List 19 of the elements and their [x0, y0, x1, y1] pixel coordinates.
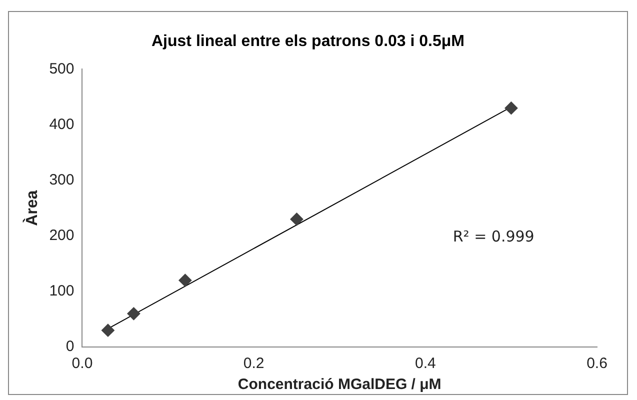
point	[127, 307, 140, 320]
y-tick-label: 500	[49, 60, 74, 78]
x-tick-label: 0.6	[586, 355, 608, 372]
point	[504, 102, 518, 115]
point	[290, 212, 304, 226]
y-tick-label: 300	[49, 171, 74, 188]
y-tick-label: 100	[49, 282, 74, 300]
point	[101, 324, 114, 337]
annotation: R² = 0.999	[452, 227, 534, 246]
x-axis-title: Concentració MGalDEG / μM	[238, 376, 442, 394]
y-tick-label: 200	[49, 227, 74, 244]
x-tick-label: 0.2	[243, 355, 264, 372]
chart-title: Ajust lineal entre els patrons 0.03 i 0.5μM	[151, 33, 465, 50]
point	[178, 274, 192, 287]
y-axis-title: Àrea	[22, 190, 42, 226]
x-tick-label: 0.4	[414, 355, 436, 372]
y-tick-label: 400	[49, 116, 74, 133]
y-tick-label: 0	[66, 338, 74, 356]
x-tick-label: 0.0	[72, 355, 93, 372]
